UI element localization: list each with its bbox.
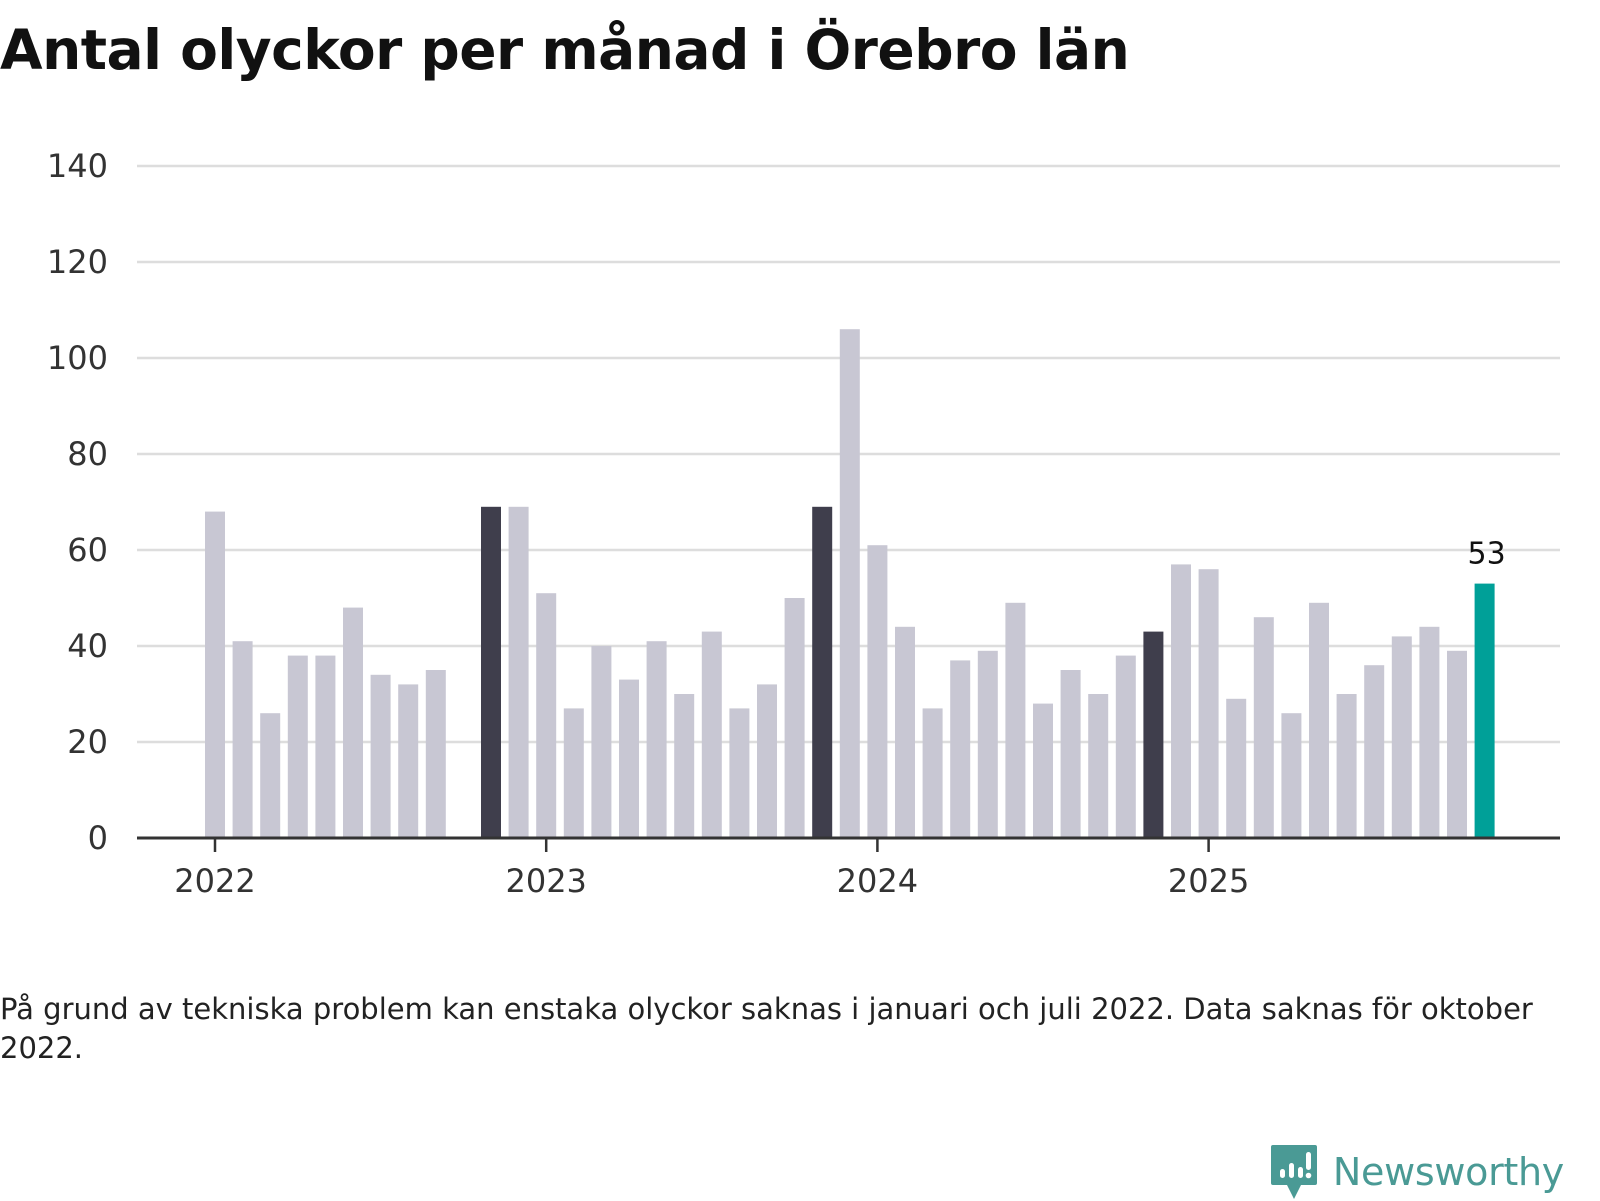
bar-2025-06: [1336, 694, 1357, 838]
x-tick-label: 2022: [174, 862, 255, 900]
bar-2023-12: [839, 329, 860, 838]
bar-2023-09: [757, 684, 777, 838]
bar-2025-05: [1309, 602, 1329, 838]
bar-2022-01: [205, 511, 225, 838]
brand-name: Newsworthy: [1332, 1150, 1564, 1194]
y-axis-labels: 0 20 40 60 80 100 120 140: [47, 147, 108, 857]
y-tick-label: 60: [67, 531, 108, 569]
x-tick-label: 2025: [1168, 862, 1249, 900]
bar-2022-08: [398, 684, 419, 838]
bar-2024-06: [1005, 602, 1026, 838]
bar-2023-01: [536, 593, 557, 838]
x-tick-label: 2023: [505, 862, 586, 900]
bars: [205, 329, 1495, 838]
bar-2025-02: [1226, 698, 1247, 838]
bar-2023-08: [729, 708, 750, 838]
bar-2024-04: [950, 660, 971, 838]
brand-logo: Newsworthy: [1269, 1143, 1564, 1201]
bar-2022-06: [343, 607, 363, 838]
bar-2022-02: [232, 641, 253, 838]
bar-2024-11: [1143, 631, 1164, 838]
bar-2023-03: [591, 646, 612, 838]
annotations: 53: [1468, 537, 1506, 572]
bar-2023-05: [646, 641, 667, 838]
bar-2022-05: [315, 655, 336, 838]
bar-2024-09: [1088, 694, 1109, 838]
bar-2024-03: [922, 708, 943, 838]
newsworthy-logo-icon: [1270, 1145, 1317, 1199]
footnote: På grund av tekniska problem kan enstaka…: [0, 992, 1533, 1065]
y-tick-label: 20: [67, 723, 108, 761]
bar-2025-03: [1253, 617, 1274, 838]
bar-2022-12: [508, 506, 529, 838]
bar-2023-11: [812, 506, 833, 838]
bar-2023-02: [563, 708, 584, 838]
y-tick-label: 40: [67, 627, 108, 665]
y-tick-label: 140: [47, 147, 108, 185]
bar-2024-05: [977, 650, 998, 838]
bar-2024-02: [895, 626, 915, 838]
bar-2024-07: [1033, 703, 1053, 838]
bar-2022-04: [287, 655, 308, 838]
bar-2023-04: [619, 679, 639, 838]
bar-2025-04: [1281, 713, 1302, 838]
bar-2023-07: [701, 631, 722, 838]
bar-2023-10: [784, 598, 805, 838]
bar-2025-10: [1447, 650, 1467, 838]
y-tick-label: 100: [47, 339, 108, 377]
y-tick-label: 120: [47, 243, 108, 281]
y-tick-label: 0: [88, 819, 108, 857]
bar-2022-03: [260, 713, 281, 838]
x-tick-label: 2024: [837, 862, 918, 900]
bar-2025-11: [1474, 583, 1495, 838]
x-axis: 2022 2023 2024 2025: [137, 836, 1560, 900]
bar-2022-07: [370, 674, 391, 838]
bar-2024-12: [1171, 564, 1191, 838]
bar-2024-01: [867, 545, 888, 838]
y-tick-label: 80: [67, 435, 108, 473]
bar-2024-10: [1115, 655, 1136, 838]
bar-2023-06: [674, 694, 695, 838]
bar-2022-09: [425, 670, 446, 838]
chart-title: Antal olyckor per månad i Örebro län: [0, 18, 1130, 82]
bar-2025-09: [1419, 626, 1440, 838]
bar-2025-01: [1198, 569, 1219, 838]
bar-2025-08: [1391, 636, 1412, 838]
bar-2024-08: [1060, 670, 1081, 838]
bar-2022-11: [481, 506, 501, 838]
bar-chart: 0 20 40 60 80 100 120 140 2022 2023 2024 2025 53: [47, 147, 1560, 900]
bar-2025-07: [1364, 665, 1385, 838]
data-label: 53: [1468, 537, 1506, 572]
